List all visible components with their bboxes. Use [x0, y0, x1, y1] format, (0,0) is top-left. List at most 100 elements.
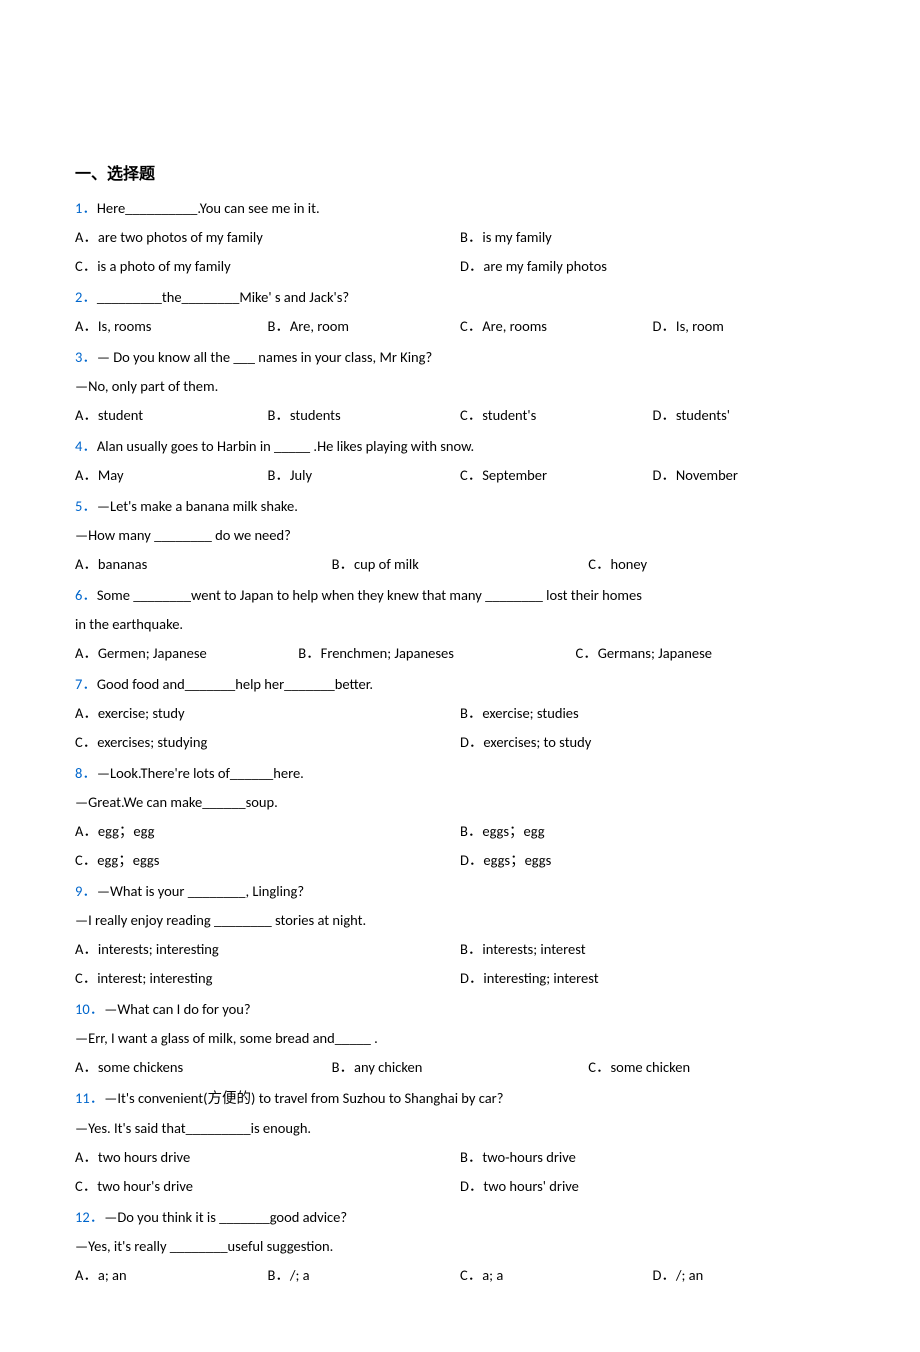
question-stem: 7．Good food and_______help her_______bet…	[75, 670, 845, 699]
option: B．is my family	[460, 223, 845, 252]
option: C．egg；eggs	[75, 846, 460, 875]
question-text: Here__________.You can see me in it.	[97, 199, 320, 217]
options-row: A．exercise; studyB．exercise; studies	[75, 699, 845, 728]
option: C．September	[460, 461, 653, 490]
question: 3．— Do you know all the ___ names in you…	[75, 343, 845, 430]
options-row: A．Is, roomsB．Are, roomC．Are, roomsD．Is, …	[75, 312, 845, 341]
option: B．Frenchmen; Japaneses	[298, 639, 575, 668]
option: C．interest; interesting	[75, 964, 460, 993]
option: C．honey	[588, 550, 845, 579]
question: 8．—Look.There're lots of______here.—Grea…	[75, 759, 845, 875]
option: A．Is, rooms	[75, 312, 268, 341]
question-stem: 9．—What is your ________, Lingling?	[75, 877, 845, 906]
option: C．student's	[460, 401, 653, 430]
question-stem: 12．—Do you think it is _______good advic…	[75, 1203, 845, 1232]
option: D．Is, room	[653, 312, 846, 341]
question-number: 1．	[75, 199, 97, 217]
option: B．interests; interest	[460, 935, 845, 964]
options-row: A．egg；eggB．eggs；egg	[75, 817, 845, 846]
options-row: A．Germen; JapaneseB．Frenchmen; Japaneses…	[75, 639, 845, 668]
option: A．some chickens	[75, 1053, 332, 1082]
option: C．exercises; studying	[75, 728, 460, 757]
option: B．students	[268, 401, 461, 430]
options-row: A．are two photos of my familyB．is my fam…	[75, 223, 845, 252]
question-number: 4．	[75, 437, 97, 455]
option: B．cup of milk	[332, 550, 589, 579]
question-stem: 8．—Look.There're lots of______here.	[75, 759, 845, 788]
question-stem: 4．Alan usually goes to Harbin in _____ .…	[75, 432, 845, 461]
option: A．bananas	[75, 550, 332, 579]
option: A．student	[75, 401, 268, 430]
option: D．November	[653, 461, 846, 490]
options-row: A．bananasB．cup of milkC．honey	[75, 550, 845, 579]
option: C．a; a	[460, 1261, 653, 1290]
question-number: 9．	[75, 882, 97, 900]
question: 1．Here__________.You can see me in it.A．…	[75, 194, 845, 281]
option: B．July	[268, 461, 461, 490]
question-number: 12．	[75, 1208, 104, 1226]
question-text: —What can I do for you?	[104, 1000, 250, 1018]
options-row: C．exercises; studyingD．exercises; to stu…	[75, 728, 845, 757]
option: C．Germans; Japanese	[575, 639, 845, 668]
question-text: Alan usually goes to Harbin in _____ .He…	[97, 437, 474, 455]
question-text: —Look.There're lots of______here.	[97, 764, 304, 782]
option: C．some chicken	[588, 1053, 845, 1082]
question-subline: —No, only part of them.	[75, 372, 845, 401]
question-subline: —Yes. It's said that_________is enough.	[75, 1114, 845, 1143]
option: D．are my family photos	[460, 252, 845, 281]
options-row: A．two hours driveB．two-hours drive	[75, 1143, 845, 1172]
question-number: 2．	[75, 288, 97, 306]
options-row: A．a; anB．/; aC．a; aD．/; an	[75, 1261, 845, 1290]
question-subline: —How many ________ do we need?	[75, 521, 845, 550]
options-row: C．interest; interestingD．interesting; in…	[75, 964, 845, 993]
option: A．a; an	[75, 1261, 268, 1290]
question-subline: —Great.We can make______soup.	[75, 788, 845, 817]
question-stem: 1．Here__________.You can see me in it.	[75, 194, 845, 223]
question-text: —Do you think it is _______good advice?	[104, 1208, 347, 1226]
question-text: Good food and_______help her_______bette…	[97, 675, 373, 693]
option: A．are two photos of my family	[75, 223, 460, 252]
question-number: 3．	[75, 348, 97, 366]
option: A．interests; interesting	[75, 935, 460, 964]
option: D．interesting; interest	[460, 964, 845, 993]
question-subline: —Yes, it's really ________useful suggest…	[75, 1232, 845, 1261]
option: A．two hours drive	[75, 1143, 460, 1172]
option: D．exercises; to study	[460, 728, 845, 757]
option: A．exercise; study	[75, 699, 460, 728]
options-row: C．two hour's driveD．two hours' drive	[75, 1172, 845, 1201]
option: A．May	[75, 461, 268, 490]
question-number: 10．	[75, 1000, 104, 1018]
option: B．any chicken	[332, 1053, 589, 1082]
option: B．two-hours drive	[460, 1143, 845, 1172]
option: C．two hour's drive	[75, 1172, 460, 1201]
question-stem: 5．—Let's make a banana milk shake.	[75, 492, 845, 521]
option: D．two hours' drive	[460, 1172, 845, 1201]
options-row: A．interests; interestingB．interests; int…	[75, 935, 845, 964]
question: 4．Alan usually goes to Harbin in _____ .…	[75, 432, 845, 490]
question-stem: 6．Some ________went to Japan to help whe…	[75, 581, 845, 610]
question-number: 6．	[75, 586, 97, 604]
question: 10．—What can I do for you?—Err, I want a…	[75, 995, 845, 1082]
question: 9．—What is your ________, Lingling?—I re…	[75, 877, 845, 993]
question: 6．Some ________went to Japan to help whe…	[75, 581, 845, 668]
question-text: _________the________Mike' s and Jack's?	[97, 288, 349, 306]
option: D．/; an	[653, 1261, 846, 1290]
question: 11．—It's convenient(方便的) to travel from …	[75, 1084, 845, 1201]
question: 5．—Let's make a banana milk shake.—How m…	[75, 492, 845, 579]
option: B．eggs；egg	[460, 817, 845, 846]
question-stem: 10．—What can I do for you?	[75, 995, 845, 1024]
option: D．eggs；eggs	[460, 846, 845, 875]
question: 2．_________the________Mike' s and Jack's…	[75, 283, 845, 341]
question-text: —What is your ________, Lingling?	[97, 882, 304, 900]
option: C．Are, rooms	[460, 312, 653, 341]
question-text: —Let's make a banana milk shake.	[97, 497, 298, 515]
question-text: — Do you know all the ___ names in your …	[97, 348, 432, 366]
option: B．/; a	[268, 1261, 461, 1290]
questions-container: 1．Here__________.You can see me in it.A．…	[75, 194, 845, 1290]
question-text: Some ________went to Japan to help when …	[97, 586, 642, 604]
question-number: 5．	[75, 497, 97, 515]
option: A．Germen; Japanese	[75, 639, 298, 668]
option: B．exercise; studies	[460, 699, 845, 728]
question-text: —It's convenient(方便的) to travel from Suz…	[104, 1089, 503, 1107]
question-number: 8．	[75, 764, 97, 782]
